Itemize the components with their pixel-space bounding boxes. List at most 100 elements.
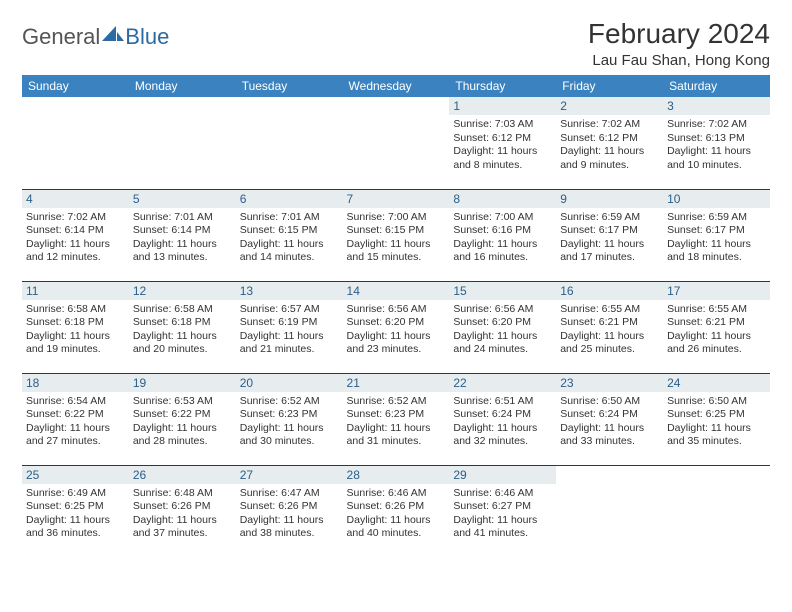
sunset-text: Sunset: 6:12 PM (560, 132, 659, 146)
sunrise-text: Sunrise: 6:56 AM (347, 303, 446, 317)
day-number: 12 (129, 282, 236, 300)
weekday-header: Friday (556, 75, 663, 97)
day-info: Sunrise: 6:50 AMSunset: 6:25 PMDaylight:… (667, 395, 766, 450)
day-number: 5 (129, 190, 236, 208)
location: Lau Fau Shan, Hong Kong (588, 52, 770, 69)
sunset-text: Sunset: 6:27 PM (453, 500, 552, 514)
calendar-day-cell: 10Sunrise: 6:59 AMSunset: 6:17 PMDayligh… (663, 189, 770, 281)
sunrise-text: Sunrise: 7:01 AM (240, 211, 339, 225)
day-info: Sunrise: 6:47 AMSunset: 6:26 PMDaylight:… (240, 487, 339, 542)
daylight-text: Daylight: 11 hours and 18 minutes. (667, 238, 766, 265)
sunset-text: Sunset: 6:21 PM (560, 316, 659, 330)
sunrise-text: Sunrise: 6:54 AM (26, 395, 125, 409)
day-box: 21Sunrise: 6:52 AMSunset: 6:23 PMDayligh… (343, 374, 450, 454)
calendar-day-cell: 12Sunrise: 6:58 AMSunset: 6:18 PMDayligh… (129, 281, 236, 373)
day-number: 16 (556, 282, 663, 300)
sunset-text: Sunset: 6:25 PM (26, 500, 125, 514)
sunset-text: Sunset: 6:14 PM (26, 224, 125, 238)
sunrise-text: Sunrise: 7:00 AM (347, 211, 446, 225)
daylight-text: Daylight: 11 hours and 25 minutes. (560, 330, 659, 357)
day-number: 8 (449, 190, 556, 208)
sunset-text: Sunset: 6:21 PM (667, 316, 766, 330)
calendar-day-cell (236, 97, 343, 189)
day-box: 2 Sunrise: 7:02 AMSunset: 6:12 PMDaylight… (556, 97, 663, 177)
day-box: 23 Sunrise: 6:50 AMSunset: 6:24 PMDayligh… (556, 374, 663, 454)
sunset-text: Sunset: 6:15 PM (240, 224, 339, 238)
sunrise-text: Sunrise: 6:57 AM (240, 303, 339, 317)
sunset-text: Sunset: 6:14 PM (133, 224, 232, 238)
sunset-text: Sunset: 6:26 PM (347, 500, 446, 514)
calendar-day-cell: 11Sunrise: 6:58 AMSunset: 6:18 PMDayligh… (22, 281, 129, 373)
day-info: Sunrise: 6:53 AMSunset: 6:22 PMDaylight:… (133, 395, 232, 450)
calendar-day-cell: 8 Sunrise: 7:00 AMSunset: 6:16 PMDaylight… (449, 189, 556, 281)
daylight-text: Daylight: 11 hours and 28 minutes. (133, 422, 232, 449)
calendar-week-row: 11Sunrise: 6:58 AMSunset: 6:18 PMDayligh… (22, 281, 770, 373)
sunset-text: Sunset: 6:19 PM (240, 316, 339, 330)
daylight-text: Daylight: 11 hours and 30 minutes. (240, 422, 339, 449)
calendar-day-cell: 2 Sunrise: 7:02 AMSunset: 6:12 PMDaylight… (556, 97, 663, 189)
daylight-text: Daylight: 11 hours and 26 minutes. (667, 330, 766, 357)
day-info: Sunrise: 6:50 AMSunset: 6:24 PMDaylight:… (560, 395, 659, 450)
daylight-text: Daylight: 11 hours and 17 minutes. (560, 238, 659, 265)
day-box: 26Sunrise: 6:48 AMSunset: 6:26 PMDayligh… (129, 466, 236, 546)
calendar-day-cell: 16Sunrise: 6:55 AMSunset: 6:21 PMDayligh… (556, 281, 663, 373)
day-number: 1 (449, 97, 556, 115)
day-number: 22 (449, 374, 556, 392)
sunrise-text: Sunrise: 6:46 AM (347, 487, 446, 501)
daylight-text: Daylight: 11 hours and 27 minutes. (26, 422, 125, 449)
daylight-text: Daylight: 11 hours and 13 minutes. (133, 238, 232, 265)
sunset-text: Sunset: 6:18 PM (133, 316, 232, 330)
day-info: Sunrise: 7:02 AMSunset: 6:12 PMDaylight:… (560, 118, 659, 173)
sunrise-text: Sunrise: 7:03 AM (453, 118, 552, 132)
day-info: Sunrise: 7:00 AMSunset: 6:16 PMDaylight:… (453, 211, 552, 266)
day-number: 3 (663, 97, 770, 115)
day-info: Sunrise: 7:02 AMSunset: 6:14 PMDaylight:… (26, 211, 125, 266)
calendar-day-cell: 6Sunrise: 7:01 AMSunset: 6:15 PMDaylight… (236, 189, 343, 281)
sunrise-text: Sunrise: 7:00 AM (453, 211, 552, 225)
calendar-day-cell: 15Sunrise: 6:56 AMSunset: 6:20 PMDayligh… (449, 281, 556, 373)
calendar-day-cell: 4Sunrise: 7:02 AMSunset: 6:14 PMDaylight… (22, 189, 129, 281)
calendar-day-cell: 20Sunrise: 6:52 AMSunset: 6:23 PMDayligh… (236, 373, 343, 465)
calendar-week-row: 25Sunrise: 6:49 AMSunset: 6:25 PMDayligh… (22, 465, 770, 557)
day-box: 10Sunrise: 6:59 AMSunset: 6:17 PMDayligh… (663, 190, 770, 270)
day-box: 4Sunrise: 7:02 AMSunset: 6:14 PMDaylight… (22, 190, 129, 270)
calendar-day-cell: 1Sunrise: 7:03 AMSunset: 6:12 PMDaylight… (449, 97, 556, 189)
daylight-text: Daylight: 11 hours and 41 minutes. (453, 514, 552, 541)
day-number: 26 (129, 466, 236, 484)
day-number: 19 (129, 374, 236, 392)
daylight-text: Daylight: 11 hours and 37 minutes. (133, 514, 232, 541)
day-box: 3 Sunrise: 7:02 AMSunset: 6:13 PMDaylight… (663, 97, 770, 177)
day-info: Sunrise: 6:46 AMSunset: 6:26 PMDaylight:… (347, 487, 446, 542)
sunrise-text: Sunrise: 6:46 AM (453, 487, 552, 501)
sunset-text: Sunset: 6:23 PM (347, 408, 446, 422)
sunset-text: Sunset: 6:17 PM (667, 224, 766, 238)
daylight-text: Daylight: 11 hours and 16 minutes. (453, 238, 552, 265)
sunset-text: Sunset: 6:24 PM (453, 408, 552, 422)
calendar-week-row: 18Sunrise: 6:54 AMSunset: 6:22 PMDayligh… (22, 373, 770, 465)
day-info: Sunrise: 7:01 AMSunset: 6:14 PMDaylight:… (133, 211, 232, 266)
calendar-day-cell: 18Sunrise: 6:54 AMSunset: 6:22 PMDayligh… (22, 373, 129, 465)
calendar-body: 1 Sunrise: 7:03 AM Sunset: 6:12 PM Daylight… (22, 97, 770, 557)
day-info: Sunrise: 6:59 AMSunset: 6:17 PMDaylight:… (560, 211, 659, 266)
day-box: 6Sunrise: 7:01 AMSunset: 6:15 PMDaylight… (236, 190, 343, 270)
weekday-header: Monday (129, 75, 236, 97)
weekday-header: Sunday (22, 75, 129, 97)
day-info: Sunrise: 6:46 AMSunset: 6:27 PMDaylight:… (453, 487, 552, 542)
sail-icon (102, 24, 124, 50)
day-info: Sunrise: 7:02 AMSunset: 6:13 PMDaylight:… (667, 118, 766, 173)
day-info: Sunrise: 7:00 AMSunset: 6:15 PMDaylight:… (347, 211, 446, 266)
calendar-week-row: 4Sunrise: 7:02 AMSunset: 6:14 PMDaylight… (22, 189, 770, 281)
calendar-day-cell: 7Sunrise: 7:00 AMSunset: 6:15 PMDaylight… (343, 189, 450, 281)
sunset-text: Sunset: 6:16 PM (453, 224, 552, 238)
sunset-text: Sunset: 6:20 PM (453, 316, 552, 330)
day-box: 15Sunrise: 6:56 AMSunset: 6:20 PMDayligh… (449, 282, 556, 362)
weekday-header: Wednesday (343, 75, 450, 97)
calendar-day-cell (556, 465, 663, 557)
page-header: General Blue February 2024 Lau Fau Shan,… (22, 18, 770, 69)
sunset-text: Sunset: 6:24 PM (560, 408, 659, 422)
day-info: Sunrise: 6:57 AMSunset: 6:19 PMDaylight:… (240, 303, 339, 358)
daylight-text: Daylight: 11 hours and 36 minutes. (26, 514, 125, 541)
day-number: 23 (556, 374, 663, 392)
day-number: 20 (236, 374, 343, 392)
day-number: 2 (556, 97, 663, 115)
